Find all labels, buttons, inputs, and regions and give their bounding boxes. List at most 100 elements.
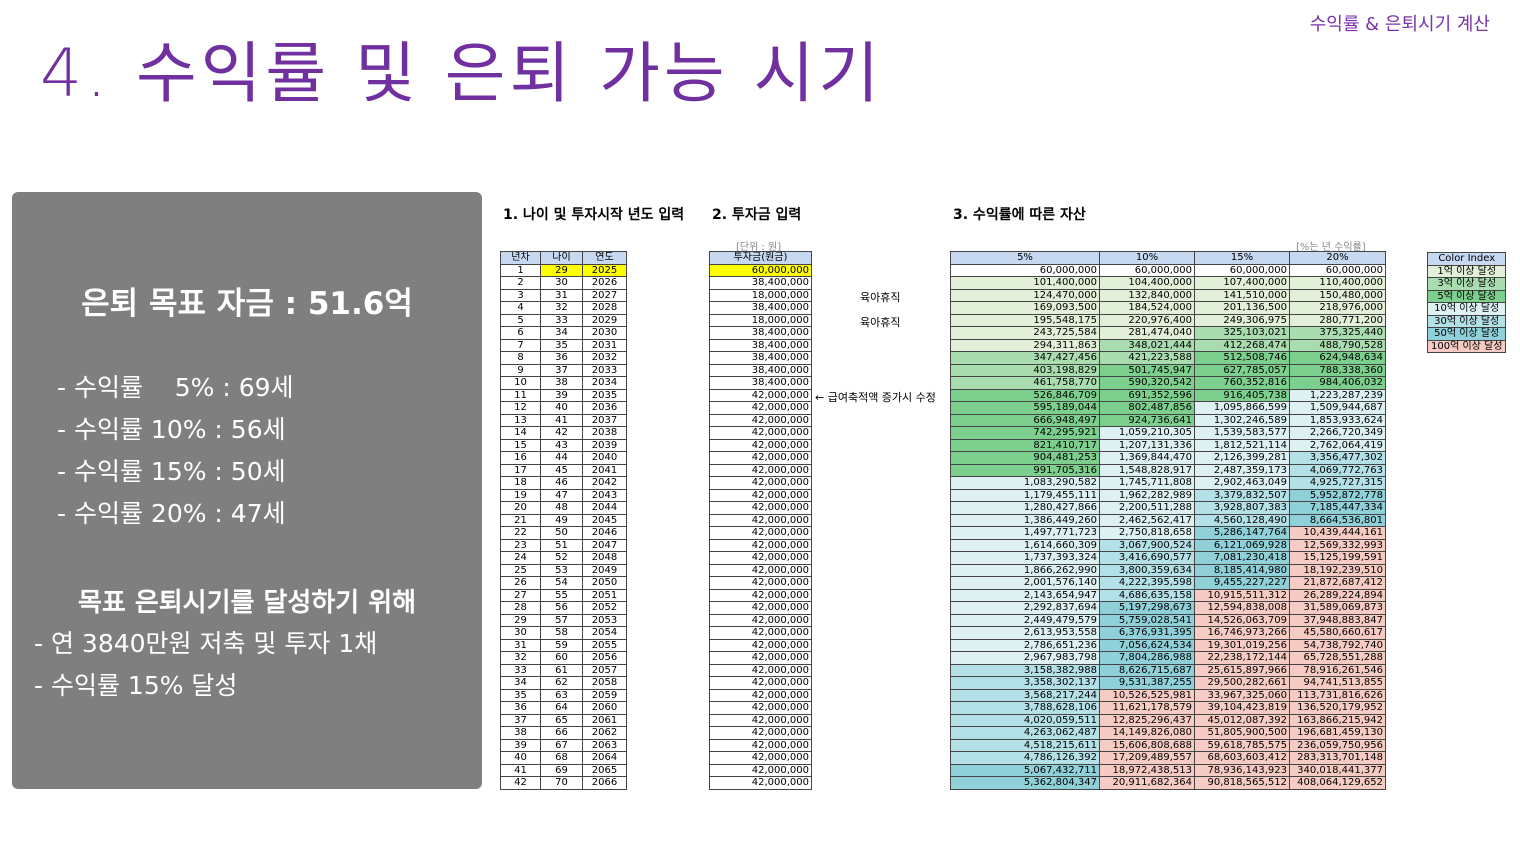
principal-cell[interactable]: 42,000,000 — [709, 513, 812, 527]
asset-cell[interactable]: 10,915,511,312 — [1194, 588, 1290, 602]
asset-cell[interactable]: 5,197,298,673 — [1099, 601, 1195, 615]
asset-cell[interactable]: 11,621,178,579 — [1099, 701, 1195, 715]
asset-cell[interactable]: 1,386,449,260 — [950, 513, 1100, 527]
year-count-cell[interactable]: 41 — [500, 763, 541, 777]
principal-cell[interactable]: 42,000,000 — [709, 701, 812, 715]
asset-cell[interactable]: 1,059,210,305 — [1099, 426, 1195, 440]
asset-cell[interactable]: 2,762,064,419 — [1289, 438, 1386, 452]
asset-cell[interactable]: 7,056,624,534 — [1099, 638, 1195, 652]
asset-cell[interactable]: 2,449,479,579 — [950, 613, 1100, 627]
year-cell[interactable]: 2033 — [582, 363, 627, 377]
year-count-cell[interactable]: 31 — [500, 638, 541, 652]
asset-cell[interactable]: 104,400,000 — [1099, 276, 1195, 290]
asset-cell[interactable]: 1,614,660,309 — [950, 538, 1100, 552]
age-cell[interactable]: 42 — [540, 426, 583, 440]
age-cell[interactable]: 46 — [540, 476, 583, 490]
asset-cell[interactable]: 22,238,172,144 — [1194, 651, 1290, 665]
asset-cell[interactable]: 90,818,565,512 — [1194, 776, 1290, 790]
year-cell[interactable]: 2055 — [582, 638, 627, 652]
year-cell[interactable]: 2066 — [582, 776, 627, 790]
asset-cell[interactable]: 2,902,463,049 — [1194, 476, 1290, 490]
year-cell[interactable]: 2036 — [582, 401, 627, 415]
asset-cell[interactable]: 5,362,804,347 — [950, 776, 1100, 790]
year-count-cell[interactable]: 35 — [500, 688, 541, 702]
asset-cell[interactable]: 283,313,701,148 — [1289, 751, 1386, 765]
asset-cell[interactable]: 201,136,500 — [1194, 301, 1290, 315]
asset-cell[interactable]: 110,400,000 — [1289, 276, 1386, 290]
principal-cell[interactable]: 38,400,000 — [709, 276, 812, 290]
principal-cell[interactable]: 42,000,000 — [709, 738, 812, 752]
year-count-cell[interactable]: 40 — [500, 751, 541, 765]
year-cell[interactable]: 2035 — [582, 388, 627, 402]
asset-cell[interactable]: 3,416,690,577 — [1099, 551, 1195, 565]
asset-cell[interactable]: 3,788,628,106 — [950, 701, 1100, 715]
asset-cell[interactable]: 1,369,844,470 — [1099, 451, 1195, 465]
asset-cell[interactable]: 4,560,128,490 — [1194, 513, 1290, 527]
age-cell[interactable]: 56 — [540, 601, 583, 615]
age-cell[interactable]: 47 — [540, 488, 583, 502]
asset-cell[interactable]: 6,376,931,395 — [1099, 626, 1195, 640]
asset-cell[interactable]: 488,790,528 — [1289, 338, 1386, 352]
asset-cell[interactable]: 1,083,290,582 — [950, 476, 1100, 490]
asset-cell[interactable]: 39,104,423,819 — [1194, 701, 1290, 715]
asset-cell[interactable]: 9,455,227,227 — [1194, 576, 1290, 590]
asset-cell[interactable]: 150,480,000 — [1289, 288, 1386, 302]
year-count-cell[interactable]: 2 — [500, 276, 541, 290]
asset-cell[interactable]: 8,185,414,980 — [1194, 563, 1290, 577]
age-cell[interactable]: 40 — [540, 401, 583, 415]
year-cell[interactable]: 2050 — [582, 576, 627, 590]
year-count-cell[interactable]: 19 — [500, 488, 541, 502]
year-cell[interactable]: 2032 — [582, 351, 627, 365]
year-cell[interactable]: 2064 — [582, 751, 627, 765]
year-count-cell[interactable]: 36 — [500, 701, 541, 715]
age-cell[interactable]: 30 — [540, 276, 583, 290]
year-count-cell[interactable]: 25 — [500, 563, 541, 577]
asset-cell[interactable]: 1,280,427,866 — [950, 501, 1100, 515]
year-cell[interactable]: 2044 — [582, 501, 627, 515]
asset-cell[interactable]: 1,509,944,687 — [1289, 401, 1386, 415]
asset-cell[interactable]: 347,427,456 — [950, 351, 1100, 365]
asset-cell[interactable]: 15,125,199,591 — [1289, 551, 1386, 565]
age-cell[interactable]: 53 — [540, 563, 583, 577]
year-cell[interactable]: 2060 — [582, 701, 627, 715]
asset-cell[interactable]: 375,325,440 — [1289, 326, 1386, 340]
age-cell[interactable]: 63 — [540, 688, 583, 702]
principal-cell[interactable]: 42,000,000 — [709, 476, 812, 490]
age-cell[interactable]: 59 — [540, 638, 583, 652]
age-cell[interactable]: 31 — [540, 288, 583, 302]
asset-cell[interactable]: 10,439,444,161 — [1289, 526, 1386, 540]
asset-cell[interactable]: 9,531,387,255 — [1099, 676, 1195, 690]
age-cell[interactable]: 57 — [540, 613, 583, 627]
year-count-cell[interactable]: 37 — [500, 713, 541, 727]
asset-cell[interactable]: 101,400,000 — [950, 276, 1100, 290]
year-count-cell[interactable]: 7 — [500, 338, 541, 352]
principal-cell[interactable]: 38,400,000 — [709, 376, 812, 390]
asset-cell[interactable]: 132,840,000 — [1099, 288, 1195, 302]
year-count-cell[interactable]: 9 — [500, 363, 541, 377]
asset-cell[interactable]: 14,149,826,080 — [1099, 726, 1195, 740]
asset-cell[interactable]: 916,405,738 — [1194, 388, 1290, 402]
year-cell[interactable]: 2040 — [582, 451, 627, 465]
asset-cell[interactable]: 821,410,717 — [950, 438, 1100, 452]
asset-cell[interactable]: 3,067,900,524 — [1099, 538, 1195, 552]
year-cell[interactable]: 2042 — [582, 476, 627, 490]
asset-cell[interactable]: 788,338,360 — [1289, 363, 1386, 377]
age-cell[interactable]: 68 — [540, 751, 583, 765]
year-cell[interactable]: 2049 — [582, 563, 627, 577]
asset-cell[interactable]: 2,143,654,947 — [950, 588, 1100, 602]
asset-cell[interactable]: 21,872,687,412 — [1289, 576, 1386, 590]
asset-cell[interactable]: 924,736,641 — [1099, 413, 1195, 427]
year-count-cell[interactable]: 34 — [500, 676, 541, 690]
year-count-cell[interactable]: 1 — [500, 263, 541, 277]
age-cell[interactable]: 37 — [540, 363, 583, 377]
principal-cell[interactable]: 42,000,000 — [709, 488, 812, 502]
asset-cell[interactable]: 1,179,455,111 — [950, 488, 1100, 502]
year-cell[interactable]: 2025 — [582, 263, 627, 277]
asset-cell[interactable]: 3,800,359,634 — [1099, 563, 1195, 577]
asset-cell[interactable]: 691,352,596 — [1099, 388, 1195, 402]
year-cell[interactable]: 2059 — [582, 688, 627, 702]
asset-cell[interactable]: 113,731,816,626 — [1289, 688, 1386, 702]
asset-cell[interactable]: 348,021,444 — [1099, 338, 1195, 352]
asset-cell[interactable]: 4,069,772,763 — [1289, 463, 1386, 477]
principal-cell[interactable]: 42,000,000 — [709, 426, 812, 440]
